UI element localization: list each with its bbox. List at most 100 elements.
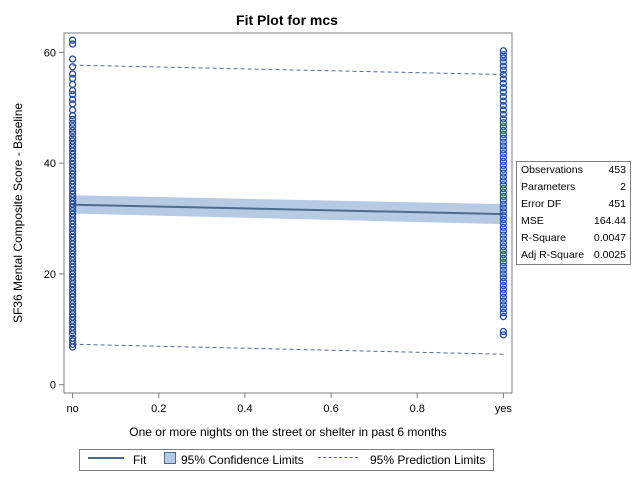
prediction-limits-layer bbox=[72, 64, 504, 355]
data-point bbox=[68, 90, 77, 99]
data-point bbox=[68, 111, 77, 120]
data-point bbox=[499, 138, 508, 146]
data-point bbox=[499, 66, 508, 74]
data-point bbox=[499, 93, 508, 101]
data-point bbox=[499, 305, 508, 313]
stat-label: Parameters bbox=[521, 181, 576, 193]
x-tick-label: 0.2 bbox=[151, 403, 166, 415]
data-point bbox=[68, 63, 77, 71]
data-point bbox=[499, 278, 508, 286]
fit-statistics-panel: Observations 453 Parameters 2 Error DF 4… bbox=[516, 161, 631, 265]
data-point bbox=[499, 88, 508, 96]
data-point bbox=[68, 36, 77, 44]
stat-label: R-Square bbox=[521, 232, 566, 244]
data-point bbox=[499, 134, 508, 142]
data-point bbox=[68, 126, 77, 135]
data-point bbox=[499, 153, 508, 162]
data-point bbox=[499, 247, 508, 255]
data-point bbox=[499, 200, 508, 208]
data-point bbox=[499, 331, 508, 339]
fit-line-swatch bbox=[88, 457, 124, 459]
stat-value: 451 bbox=[608, 198, 626, 210]
confidence-band-swatch bbox=[164, 452, 176, 464]
stat-row-error-df: Error DF 451 bbox=[517, 196, 630, 213]
data-point bbox=[499, 285, 508, 294]
data-point bbox=[499, 106, 508, 114]
data-point bbox=[499, 281, 508, 290]
stat-label: MSE bbox=[521, 215, 544, 227]
x-tick-label: 0.6 bbox=[323, 403, 338, 415]
data-point bbox=[499, 239, 508, 247]
data-point bbox=[499, 58, 508, 66]
data-point bbox=[499, 79, 508, 88]
data-point bbox=[499, 84, 508, 92]
stat-value: 2 bbox=[620, 181, 626, 193]
data-point bbox=[499, 173, 508, 181]
y-tick-label: 0 bbox=[50, 380, 56, 392]
data-point bbox=[499, 204, 508, 212]
data-point bbox=[68, 343, 77, 351]
data-point bbox=[499, 184, 508, 193]
data-point bbox=[499, 75, 508, 83]
data-point bbox=[68, 95, 77, 104]
fit-statistics-table: Observations 453 Parameters 2 Error DF 4… bbox=[517, 162, 630, 264]
data-point bbox=[499, 231, 508, 239]
data-point bbox=[499, 297, 508, 305]
data-point bbox=[68, 326, 77, 335]
data-point bbox=[499, 115, 508, 123]
data-point bbox=[499, 169, 508, 177]
fit-line bbox=[72, 203, 504, 216]
y-axis-label: SF36 Mental Composite Score - Baseline bbox=[11, 103, 25, 323]
y-tick-label: 40 bbox=[44, 158, 56, 170]
data-point bbox=[499, 254, 508, 263]
data-point bbox=[499, 258, 508, 266]
stat-value: 453 bbox=[608, 164, 626, 176]
chart-legend: Fit 95% Confidence Limits 95% Prediction… bbox=[79, 449, 494, 471]
data-point bbox=[499, 146, 508, 154]
stat-value: 0.0047 bbox=[593, 232, 626, 244]
data-point bbox=[499, 219, 508, 228]
stat-row-parameters: Parameters 2 bbox=[517, 179, 630, 196]
stat-label: Adj R-Square bbox=[521, 249, 585, 261]
data-point bbox=[499, 266, 508, 274]
stat-row-adj-r-square: Adj R-Square 0.0025 bbox=[517, 247, 630, 264]
data-point bbox=[499, 50, 508, 59]
y-tick-label: 20 bbox=[44, 269, 56, 281]
data-point bbox=[499, 327, 508, 336]
data-point bbox=[68, 40, 77, 48]
data-point bbox=[499, 126, 508, 135]
data-point bbox=[68, 130, 77, 138]
data-point bbox=[499, 274, 508, 282]
stat-row-observations: Observations 453 bbox=[517, 162, 630, 179]
data-point bbox=[499, 243, 508, 251]
data-point bbox=[499, 215, 508, 224]
chart-title: Fit Plot for mcs bbox=[236, 12, 338, 28]
data-point bbox=[499, 110, 508, 119]
data-point bbox=[499, 165, 508, 173]
data-point bbox=[499, 70, 508, 79]
stat-row-r-square: R-Square 0.0047 bbox=[517, 230, 630, 247]
y-tick-label: 60 bbox=[44, 47, 56, 59]
data-point bbox=[499, 293, 508, 301]
legend-confidence-label: 95% Confidence Limits bbox=[181, 453, 304, 467]
data-point bbox=[499, 97, 508, 105]
data-point bbox=[499, 262, 508, 270]
data-point bbox=[68, 115, 77, 124]
data-point bbox=[499, 142, 508, 150]
data-point bbox=[499, 54, 508, 62]
data-point bbox=[68, 70, 77, 78]
fit-line-layer bbox=[72, 203, 504, 216]
data-point bbox=[499, 301, 508, 309]
data-point bbox=[499, 250, 508, 259]
legend-prediction-label: 95% Prediction Limits bbox=[370, 453, 486, 467]
data-point bbox=[499, 188, 508, 197]
x-tick-label: 0.8 bbox=[410, 403, 425, 415]
data-point bbox=[499, 212, 508, 220]
data-point bbox=[499, 119, 508, 127]
x-tick-label: no bbox=[66, 403, 78, 415]
data-point bbox=[499, 235, 508, 243]
data-point bbox=[499, 192, 508, 201]
data-point bbox=[68, 340, 77, 348]
data-point bbox=[499, 161, 508, 170]
data-point bbox=[499, 223, 508, 232]
